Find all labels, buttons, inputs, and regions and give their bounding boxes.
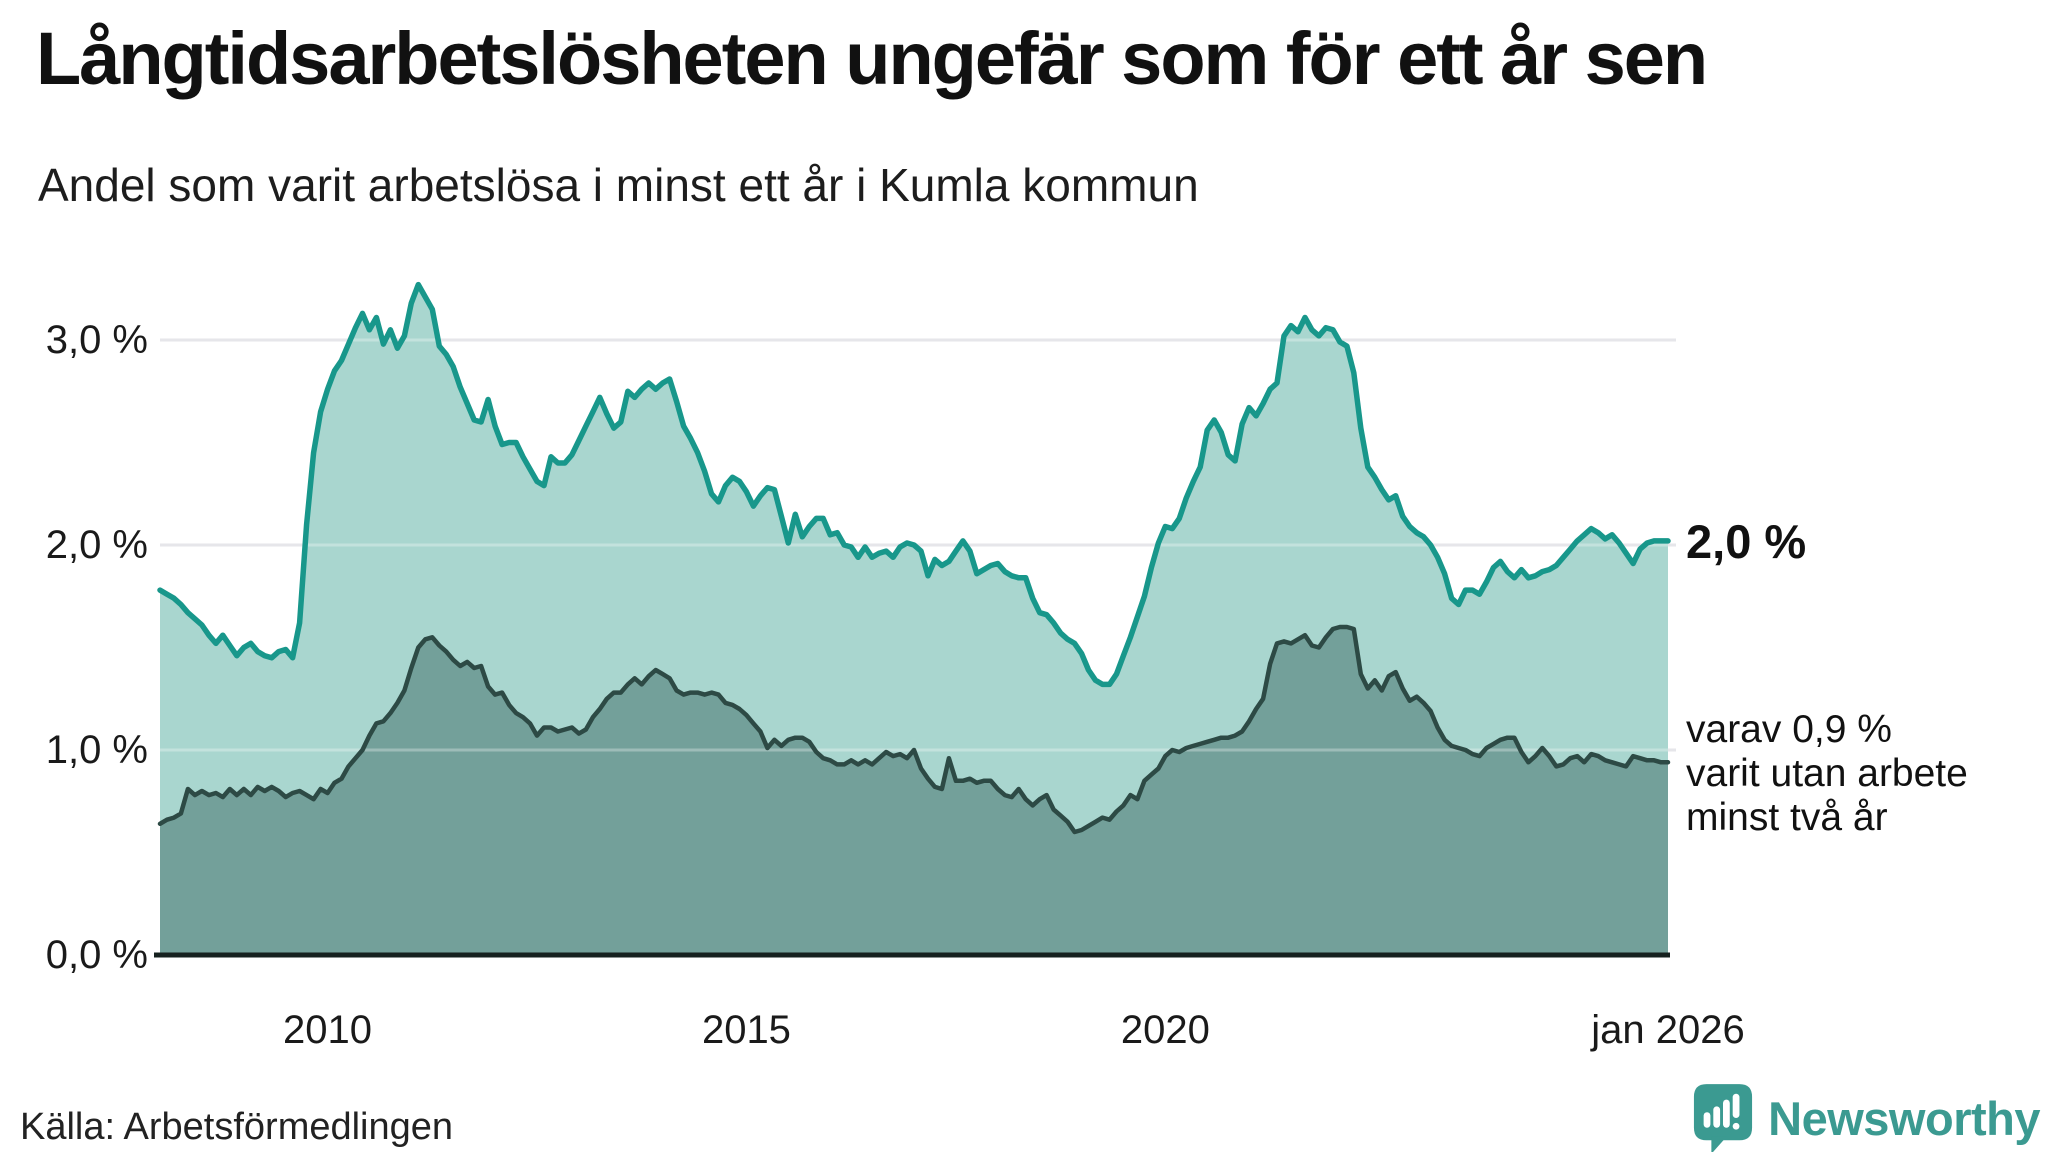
series-area-two-years: [160, 627, 1668, 955]
y-tick-label: 1,0 %: [45, 728, 148, 772]
newsworthy-logo-icon: [1694, 1084, 1753, 1152]
y-tick-label: 2,0 %: [45, 523, 148, 567]
y-tick-label: 3,0 %: [45, 318, 148, 362]
y-tick-label: 0,0 %: [45, 933, 148, 977]
series-line-two-years: [157, 624, 1671, 835]
secondary-line-2: varit utan arbete: [1686, 752, 1968, 795]
secondary-line-1: varav 0,9 %: [1686, 708, 1892, 751]
page-title: Långtidsarbetslösheten ungefär som för e…: [36, 17, 1708, 100]
x-tick-label: 2015: [701, 1008, 791, 1052]
newsworthy-wordmark: Newsworthy: [1768, 1091, 2040, 1145]
series-line-one-year: [157, 281, 1671, 688]
last-value-label: 2,0 %: [1686, 515, 1807, 568]
newsworthy-logo: Newsworthy: [1692, 1082, 2040, 1152]
page-subtitle: Andel som varit arbetslösa i minst ett å…: [38, 159, 1199, 211]
x-tick-label: 2010: [283, 1008, 373, 1052]
source-text: Källa: Arbetsförmedlingen: [20, 1106, 454, 1148]
x-tick-label: jan 2026: [1591, 1008, 1745, 1052]
secondary-line-3: minst två år: [1686, 796, 1888, 839]
secondary-value-label: varav 0,9 % varit utan arbete minst två …: [1686, 708, 1968, 840]
x-tick-label: 2020: [1120, 1008, 1210, 1052]
